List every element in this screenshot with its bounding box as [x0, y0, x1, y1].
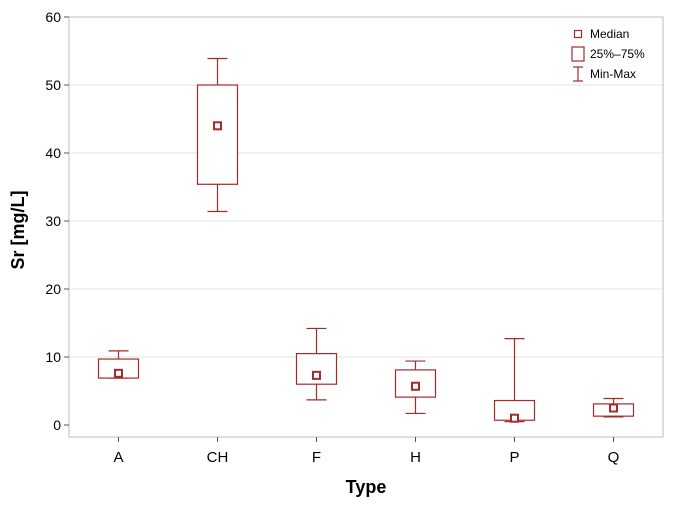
x-tick-label: H — [410, 449, 421, 466]
legend-label: Median — [590, 27, 629, 41]
median-marker — [411, 381, 420, 391]
median-marker — [510, 413, 519, 423]
y-tick-label: 60 — [45, 9, 61, 25]
boxes-layer — [97, 57, 635, 423]
legend-box-marker — [571, 46, 585, 62]
x-tick-label: A — [113, 449, 123, 466]
box-h — [394, 360, 437, 415]
y-tick-label: 0 — [53, 417, 61, 433]
y-tick-label: 10 — [45, 349, 61, 365]
legend: Median 25%–75% Min-Max — [571, 27, 645, 82]
x-axis: A CH F H P Q — [113, 437, 619, 466]
y-tick-label: 30 — [45, 213, 61, 229]
box-q — [592, 397, 635, 418]
y-axis-label: Sr [mg/L] — [8, 191, 28, 270]
iqr-box — [196, 84, 239, 185]
box-a — [97, 350, 140, 379]
x-tick-label: Q — [608, 449, 620, 466]
grid-layer — [69, 84, 663, 358]
median-marker — [114, 368, 123, 378]
box-f — [295, 327, 338, 401]
iqr-box — [97, 358, 140, 379]
median-marker — [609, 403, 618, 413]
x-tick-label: P — [509, 449, 519, 466]
box-ch — [196, 57, 239, 213]
legend-label: Min-Max — [590, 67, 636, 81]
x-tick-label: F — [312, 449, 321, 466]
y-tick-label: 40 — [45, 145, 61, 161]
y-tick-label: 20 — [45, 281, 61, 297]
x-axis-label: Type — [346, 477, 387, 497]
x-tick-label: CH — [207, 449, 229, 466]
plot-frame — [68, 16, 664, 438]
y-tick-label: 50 — [45, 77, 61, 93]
legend-median-marker — [573, 29, 583, 39]
box-p — [493, 338, 536, 423]
median-marker — [312, 370, 321, 380]
y-axis: 0 10 20 30 40 50 60 — [45, 9, 69, 433]
legend-label: 25%–75% — [590, 47, 645, 61]
median-marker — [213, 121, 222, 131]
